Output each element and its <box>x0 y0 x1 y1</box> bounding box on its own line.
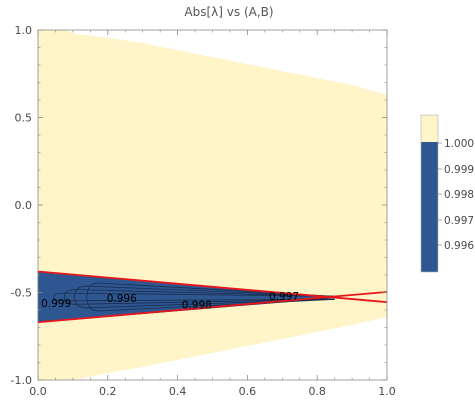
x-tick-label-3: 0.6 <box>239 385 257 398</box>
chart-title: Abs[λ] vs (A,B) <box>184 5 273 19</box>
legend-swatch-high <box>421 115 438 142</box>
y-tick-label-2: 0.0 <box>15 199 33 212</box>
contour-label-2: 0.998 <box>182 299 212 311</box>
y-tick-label-1: 0.5 <box>15 112 33 125</box>
contour-line-3 <box>86 282 335 312</box>
x-tick-label-5: 1.0 <box>378 385 396 398</box>
boundary-line-1 <box>37 291 388 324</box>
contour-line-2 <box>74 285 335 309</box>
legend-label-1: 0.999 <box>444 164 474 176</box>
y-tick-label-4: -1.0 <box>11 374 32 387</box>
legend-label-0: 1.000 <box>444 138 474 150</box>
x-tick-label-4: 0.8 <box>308 385 326 398</box>
x-tick-label-2: 0.4 <box>169 385 187 398</box>
axes: 0.0 0.2 0.4 0.6 0.8 1.0 1.0 0.5 0.0 -0.5 -1.0 <box>11 24 396 398</box>
contour-line-1 <box>63 289 335 305</box>
y-tick-label-3: -0.5 <box>11 287 32 300</box>
plot-area: 0.999 0.996 0.998 0.997 <box>37 30 388 380</box>
legend-swatch-low <box>421 142 438 272</box>
legend-label-3: 0.997 <box>444 215 474 227</box>
legend-frame <box>420 114 439 273</box>
contour-label-3: 0.997 <box>269 291 299 303</box>
valid-region <box>38 30 387 380</box>
y-tick-label-0: 1.0 <box>15 24 33 37</box>
x-tick-label-1: 0.2 <box>99 385 117 398</box>
contour-line-0 <box>53 292 335 302</box>
contour-label-0: 0.999 <box>41 298 71 310</box>
legend: 1.000 0.999 0.998 0.997 0.996 <box>420 114 474 273</box>
legend-label-2: 0.998 <box>444 189 474 201</box>
legend-label-4: 0.996 <box>444 240 474 252</box>
x-tick-label-0: 0.0 <box>29 385 47 398</box>
contour-label-1: 0.996 <box>107 293 137 305</box>
